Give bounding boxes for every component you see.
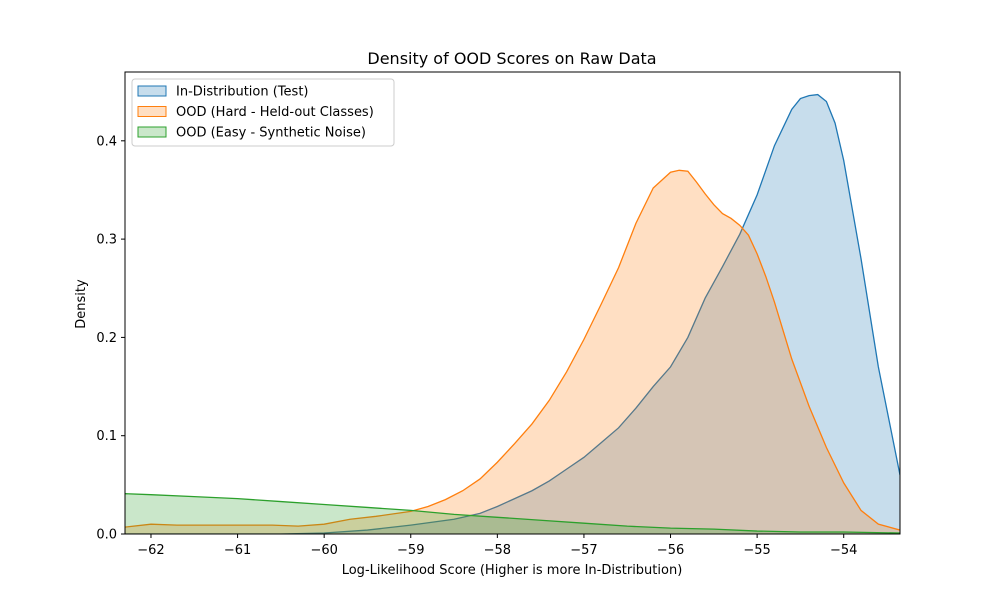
x-tick-label: −61 <box>224 543 251 558</box>
y-tick-label: 0.4 <box>96 134 117 149</box>
x-axis-label: Log-Likelihood Score (Higher is more In-… <box>342 563 683 578</box>
y-axis-ticks: 0.0 0.1 0.2 0.3 0.4 <box>96 134 125 543</box>
legend-box <box>131 78 395 147</box>
legend-label-2: OOD (Hard - Held-out Classes) <box>176 105 374 120</box>
series-line-3 <box>125 493 900 534</box>
x-tick-label: −57 <box>570 543 597 558</box>
x-axis-ticks: −62 −61 −60 −59 −58 −57 −56 −55 −54 <box>137 534 857 558</box>
legend: In-Distribution (Test) OOD (Hard - Held-o… <box>131 78 395 147</box>
y-tick-label: 0.3 <box>96 233 117 248</box>
legend-swatch-1 <box>137 85 167 97</box>
legend-label-3: OOD (Easy - Synthetic Noise) <box>176 126 366 141</box>
x-tick-label: −58 <box>484 543 511 558</box>
series-area-1 <box>125 94 900 534</box>
y-tick-label: 0.2 <box>96 331 117 346</box>
legend-swatch-2 <box>137 106 167 117</box>
legend-swatch-3 <box>137 126 167 138</box>
y-tick-label: 0.0 <box>96 528 117 543</box>
y-tick-label: 0.1 <box>96 429 117 444</box>
series-line-2 <box>125 169 900 531</box>
x-tick-label: −59 <box>397 543 424 558</box>
y-axis-label: Density <box>74 279 89 329</box>
chart-title: Density of OOD Scores on Raw Data <box>367 49 656 68</box>
x-tick-label: −62 <box>137 543 164 558</box>
plot-frame <box>124 71 901 535</box>
x-tick-label: −60 <box>310 543 337 558</box>
x-tick-label: −55 <box>743 543 770 558</box>
series-area-2 <box>125 170 900 534</box>
x-tick-label: −54 <box>830 543 857 558</box>
series-area-3 <box>125 493 900 534</box>
plot-area <box>124 71 901 535</box>
x-tick-label: −56 <box>657 543 684 558</box>
legend-label-1: In-Distribution (Test) <box>176 85 308 100</box>
series-line-1 <box>125 93 900 534</box>
